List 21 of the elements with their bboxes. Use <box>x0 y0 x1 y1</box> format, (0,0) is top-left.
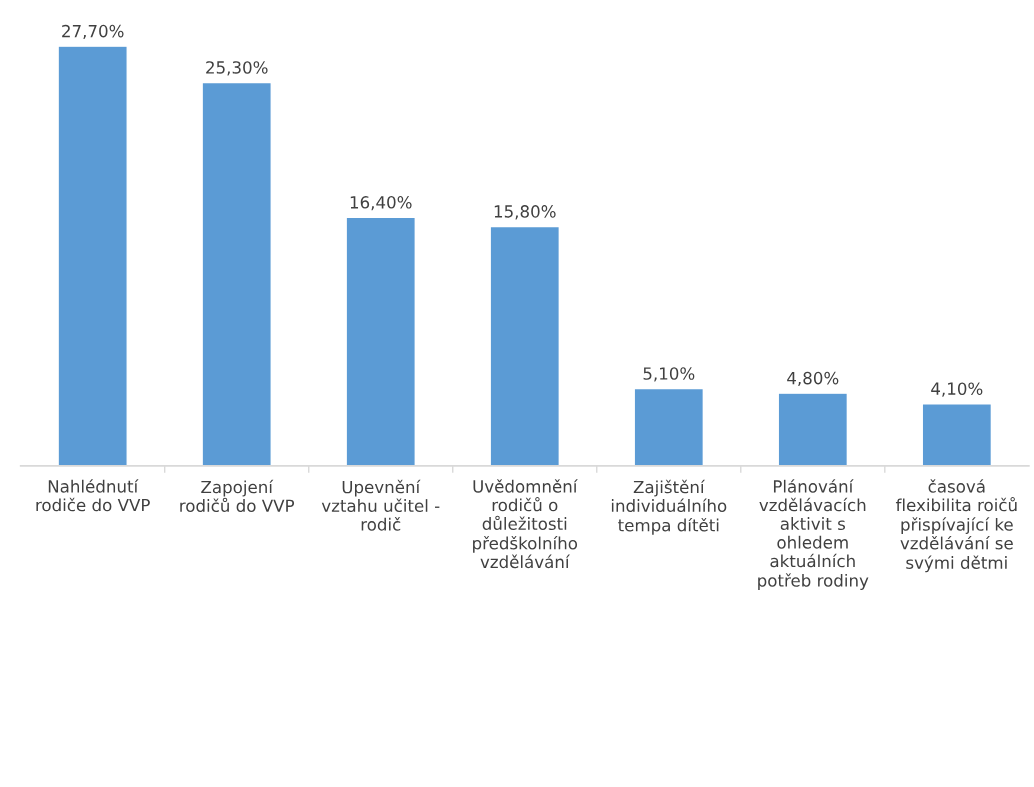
x-tick-label: časová flexibilita roičů přispívající ke vzdělávání se svými dětmi <box>895 479 1017 573</box>
bar <box>633 387 705 466</box>
bar <box>777 392 849 466</box>
bar <box>921 403 993 466</box>
x-tick-label: Upevnění vztahu učitel - rodič <box>321 479 440 531</box>
x-tick-label: Plánování vzdělávacích aktivit s ohledem aktuálních potřeb rodiny <box>758 479 869 591</box>
bar <box>57 45 128 466</box>
x-tick-label: Zajištění individuálního tempa dítěti <box>611 479 727 535</box>
data-label: 5,10% <box>643 367 695 382</box>
bar <box>345 216 416 466</box>
data-label: 4,10% <box>931 382 983 397</box>
bar <box>489 225 561 466</box>
x-tick-label: Nahlédnutí rodiče do VVP <box>36 479 150 512</box>
data-label: 15,80% <box>494 205 556 220</box>
bar <box>201 81 272 466</box>
data-label: 27,70% <box>62 24 124 40</box>
data-label: 25,30% <box>206 61 268 76</box>
data-label: 4,80% <box>787 371 839 387</box>
x-tick-label: Zapojení rodičů do VVP <box>180 479 295 513</box>
x-tick-label: Uvědomnění rodičů o důležitosti předškolního vzdělávání <box>473 479 578 569</box>
data-label: 16,40% <box>350 196 412 211</box>
